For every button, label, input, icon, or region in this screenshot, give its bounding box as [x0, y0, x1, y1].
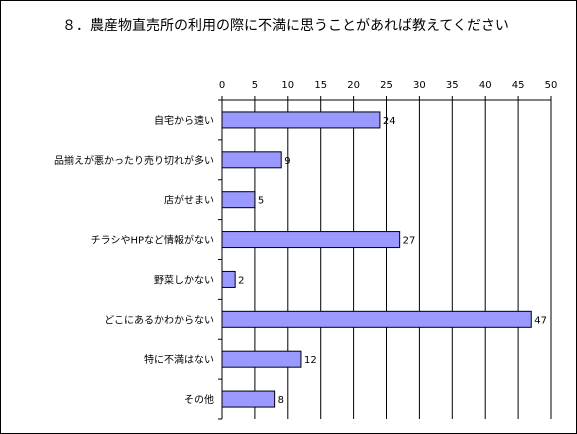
- bar: [221, 270, 236, 288]
- x-tick-label: 35: [446, 80, 459, 91]
- category-label: 特に不満はない: [144, 354, 214, 366]
- x-tick-label: 45: [512, 80, 525, 91]
- bar: [221, 111, 381, 129]
- x-tick-label: 25: [380, 80, 393, 91]
- data-label: 27: [403, 236, 416, 247]
- bar: [221, 231, 401, 249]
- bar: [221, 390, 276, 408]
- bar: [221, 350, 302, 368]
- data-label: 47: [534, 315, 547, 326]
- x-tick-label: 30: [413, 80, 426, 91]
- chart-title: ８．農産物直売所の利用の際に不満に思うことがあれば教えてください: [62, 18, 509, 34]
- x-tick-label: 0: [219, 80, 225, 91]
- category-label: 野菜しかない: [154, 274, 214, 286]
- x-tick-label: 20: [347, 80, 360, 91]
- category-label: どこにあるかわからない: [104, 314, 214, 326]
- x-tick-label: 5: [252, 80, 258, 91]
- category-label: 店がせまい: [164, 194, 214, 207]
- bar: [221, 310, 532, 328]
- data-label: 9: [284, 156, 290, 167]
- data-label: 8: [278, 395, 284, 406]
- category-label: 品揃えが悪かったり売り切れが多い: [54, 154, 214, 167]
- data-label: 2: [238, 275, 244, 286]
- category-label: チラシやHPなど情報がない: [91, 234, 214, 247]
- bar: [221, 191, 256, 209]
- data-label: 24: [383, 116, 396, 127]
- x-tick-label: 50: [545, 80, 558, 91]
- x-tick-label: 15: [314, 80, 327, 91]
- bar: [221, 151, 282, 169]
- data-label: 12: [304, 355, 317, 366]
- x-tick-label: 40: [479, 80, 492, 91]
- data-label: 5: [258, 196, 264, 207]
- category-label: その他: [184, 393, 214, 406]
- x-tick-label: 10: [281, 80, 294, 91]
- category-label: 自宅から遠い: [154, 114, 214, 127]
